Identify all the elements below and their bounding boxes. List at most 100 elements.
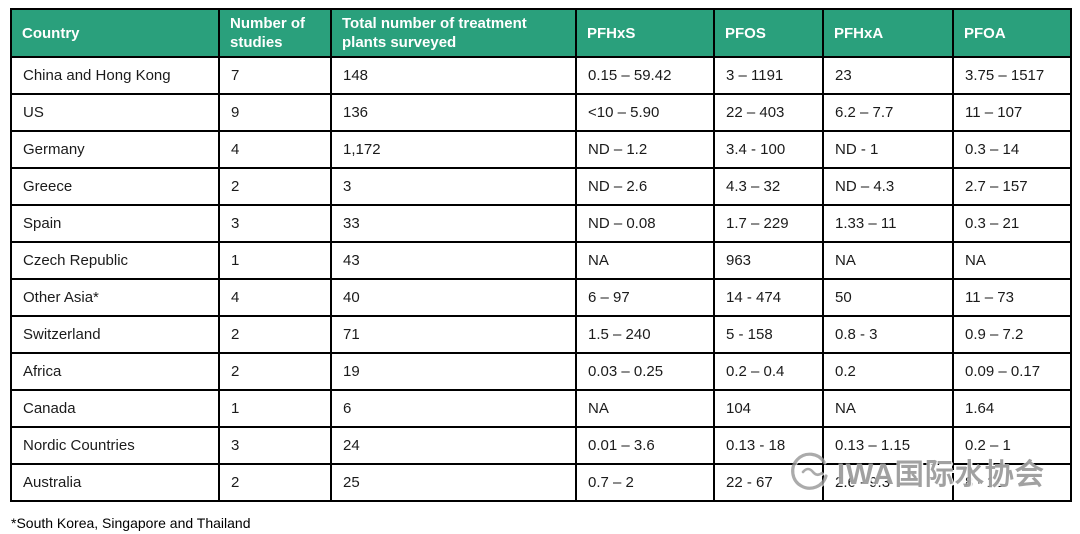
value-cell: 3 (218, 426, 332, 465)
country-cell: Spain (10, 204, 220, 243)
table-row: Other Asia* 4 40 6 – 97 14 - 474 50 11 – 73 (10, 278, 1072, 317)
value-cell: 1.7 – 229 (713, 204, 824, 243)
value-cell: 43 (330, 241, 577, 280)
value-cell: NA (575, 389, 715, 428)
value-cell: 0.03 – 0.25 (575, 352, 715, 391)
table-row: Switzerland 2 71 1.5 – 240 5 - 158 0.8 - 3 0.9… (10, 315, 1072, 354)
value-cell: 4 (218, 130, 332, 169)
header-row: Country Number of studies Total number of … (10, 8, 1072, 58)
value-cell: 2 (218, 315, 332, 354)
value-cell: 6 – 97 (575, 278, 715, 317)
value-cell: ND – 2.6 (575, 167, 715, 206)
value-cell: 6.2 – 7.7 (822, 93, 954, 132)
value-cell: 2 (218, 167, 332, 206)
table-row: Czech Republic 1 43 NA 963 NA NA (10, 241, 1072, 280)
table-row: Australia 2 25 0.7 – 2 22 - 67 2.6 - 9.3 8 - 1… (10, 463, 1072, 502)
country-cell: US (10, 93, 220, 132)
value-cell: 0.7 – 2 (575, 463, 715, 502)
value-cell: 148 (330, 56, 577, 95)
value-cell: 0.3 – 21 (952, 204, 1072, 243)
value-cell: 0.13 - 18 (713, 426, 824, 465)
table-row: Germany 4 1,172 ND – 1.2 3.4 - 100 ND - 1 0.3 … (10, 130, 1072, 169)
value-cell: 6 (330, 389, 577, 428)
value-cell: 50 (822, 278, 954, 317)
pfas-occurrence-table: Country Number of studies Total number of … (10, 8, 1072, 502)
value-cell: 0.13 – 1.15 (822, 426, 954, 465)
value-cell: 1.33 – 11 (822, 204, 954, 243)
value-cell: 2.6 - 9.3 (822, 463, 954, 502)
country-cell: Canada (10, 389, 220, 428)
value-cell: 1 (218, 389, 332, 428)
country-cell: Greece (10, 167, 220, 206)
table-row: China and Hong Kong 7 148 0.15 – 59.42 3 – 1… (10, 56, 1072, 95)
value-cell: 25 (330, 463, 577, 502)
value-cell: 22 – 403 (713, 93, 824, 132)
value-cell: 23 (822, 56, 954, 95)
value-cell: 3.4 - 100 (713, 130, 824, 169)
table-row: Nordic Countries 3 24 0.01 – 3.6 0.13 - 18 0.… (10, 426, 1072, 465)
value-cell: 2 (218, 352, 332, 391)
value-cell: 0.01 – 3.6 (575, 426, 715, 465)
value-cell: 11 – 107 (952, 93, 1072, 132)
value-cell: 4.3 – 32 (713, 167, 824, 206)
value-cell: 14 - 474 (713, 278, 824, 317)
value-cell: ND – 4.3 (822, 167, 954, 206)
table-body: China and Hong Kong 7 148 0.15 – 59.42 3 – 1… (10, 56, 1072, 502)
table-row: Greece 2 3 ND – 2.6 4.3 – 32 ND – 4.3 2.7 – 15… (10, 167, 1072, 206)
value-cell: 1 (218, 241, 332, 280)
value-cell: 963 (713, 241, 824, 280)
value-cell: ND – 1.2 (575, 130, 715, 169)
value-cell: 1.5 – 240 (575, 315, 715, 354)
value-cell: 0.3 – 14 (952, 130, 1072, 169)
value-cell: 0.9 – 7.2 (952, 315, 1072, 354)
value-cell: 5 - 158 (713, 315, 824, 354)
value-cell: 2 (218, 463, 332, 502)
column-header: Number of studies (218, 8, 332, 58)
country-cell: Other Asia* (10, 278, 220, 317)
value-cell: ND - 1 (822, 130, 954, 169)
column-header: PFOA (952, 8, 1072, 58)
value-cell: 7 (218, 56, 332, 95)
value-cell: 3 – 1191 (713, 56, 824, 95)
country-cell: Nordic Countries (10, 426, 220, 465)
value-cell: NA (575, 241, 715, 280)
value-cell: 24 (330, 426, 577, 465)
value-cell: 2.7 – 157 (952, 167, 1072, 206)
value-cell: ND – 0.08 (575, 204, 715, 243)
column-header: PFOS (713, 8, 824, 58)
value-cell: 11 – 73 (952, 278, 1072, 317)
table-header: Country Number of studies Total number of … (10, 8, 1072, 58)
value-cell: NA (822, 389, 954, 428)
value-cell: 104 (713, 389, 824, 428)
value-cell: 8 - 11 (952, 463, 1072, 502)
country-cell: Africa (10, 352, 220, 391)
column-header: PFHxA (822, 8, 954, 58)
value-cell: NA (952, 241, 1072, 280)
value-cell: 0.09 – 0.17 (952, 352, 1072, 391)
value-cell: 71 (330, 315, 577, 354)
footnote: *South Korea, Singapore and Thailand (11, 515, 251, 531)
value-cell: 0.2 (822, 352, 954, 391)
value-cell: 0.2 – 1 (952, 426, 1072, 465)
value-cell: 22 - 67 (713, 463, 824, 502)
country-cell: Switzerland (10, 315, 220, 354)
value-cell: 0.8 - 3 (822, 315, 954, 354)
value-cell: 1,172 (330, 130, 577, 169)
value-cell: 9 (218, 93, 332, 132)
country-cell: China and Hong Kong (10, 56, 220, 95)
column-header: PFHxS (575, 8, 715, 58)
column-header: Total number of treatment plants surveye… (330, 8, 577, 58)
value-cell: 4 (218, 278, 332, 317)
country-cell: Australia (10, 463, 220, 502)
value-cell: NA (822, 241, 954, 280)
value-cell: 40 (330, 278, 577, 317)
table-row: Africa 2 19 0.03 – 0.25 0.2 – 0.4 0.2 0.09 – 0… (10, 352, 1072, 391)
value-cell: 33 (330, 204, 577, 243)
value-cell: 3 (330, 167, 577, 206)
value-cell: 0.2 – 0.4 (713, 352, 824, 391)
country-cell: Czech Republic (10, 241, 220, 280)
value-cell: 0.15 – 59.42 (575, 56, 715, 95)
value-cell: <10 – 5.90 (575, 93, 715, 132)
table-row: Spain 3 33 ND – 0.08 1.7 – 229 1.33 – 11 0.3 –… (10, 204, 1072, 243)
